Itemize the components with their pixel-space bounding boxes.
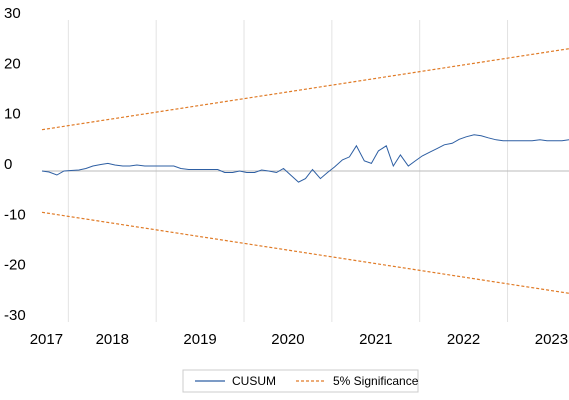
x-tick-label: 2022	[447, 331, 480, 348]
y-tick-label: 30	[4, 5, 21, 22]
x-tick-label: 2018	[96, 331, 129, 348]
series-line	[41, 134, 569, 183]
y-tick-label: 10	[4, 106, 21, 123]
legend-label: CUSUM	[232, 374, 276, 388]
x-tick-label: 2020	[271, 331, 304, 348]
y-tick-label: -20	[4, 257, 26, 274]
series-line	[41, 48, 569, 131]
x-tick-label: 2019	[183, 331, 216, 348]
y-tick-label: -30	[4, 307, 26, 324]
x-tick-label: 2017	[30, 331, 63, 348]
y-tick-label: 20	[4, 55, 21, 72]
x-tick-label: 2023	[535, 331, 568, 348]
legend-label: 5% Significance	[333, 374, 419, 388]
y-tick-label: -10	[4, 206, 26, 223]
series-line	[41, 211, 569, 294]
x-tick-label: 2021	[359, 331, 392, 348]
legend-box	[182, 369, 419, 393]
y-tick-label: 0	[4, 156, 12, 173]
